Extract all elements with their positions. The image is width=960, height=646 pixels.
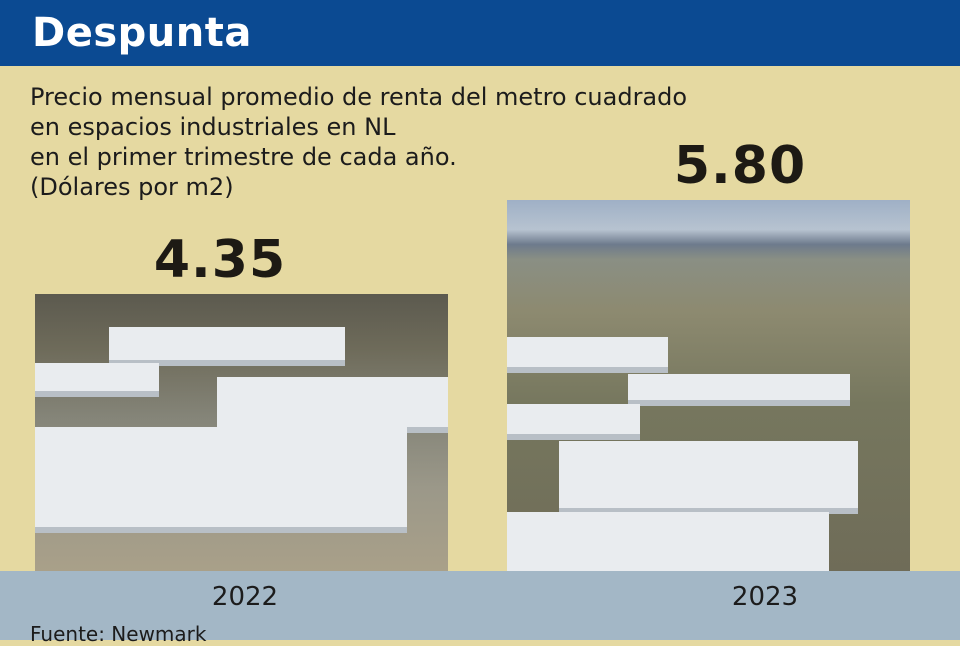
warehouse-shape <box>627 374 850 407</box>
title: Despunta <box>32 10 252 56</box>
footer-band <box>0 571 960 640</box>
warehouse-shape <box>35 363 159 397</box>
warehouse-shape <box>559 441 858 514</box>
value-label-2023: 5.80 <box>673 136 807 196</box>
value-label-2022: 4.35 <box>153 230 287 290</box>
bar-photo-2023 <box>507 200 910 571</box>
warehouse-shape <box>507 511 830 571</box>
warehouse-shape <box>507 337 669 373</box>
subtitle-line: Precio mensual promedio de renta del met… <box>30 83 688 111</box>
subtitle-line: en espacios industriales en NL <box>30 113 396 141</box>
warehouse-shape <box>216 377 448 433</box>
subtitle-line: (Dólares por m2) <box>30 173 234 201</box>
warehouse-shape <box>507 404 640 440</box>
category-label-2023: 2023 <box>731 582 799 612</box>
category-label-2022: 2022 <box>211 582 279 612</box>
source-note: Fuente: Newmark <box>30 622 207 646</box>
warehouse-shape <box>35 426 407 533</box>
subtitle: Precio mensual promedio de renta del met… <box>30 82 687 202</box>
bar-photo-2022 <box>35 294 448 571</box>
subtitle-line: en el primer trimestre de cada año. <box>30 143 457 171</box>
warehouse-shape <box>109 327 345 367</box>
header-banner: Despunta <box>0 0 960 66</box>
